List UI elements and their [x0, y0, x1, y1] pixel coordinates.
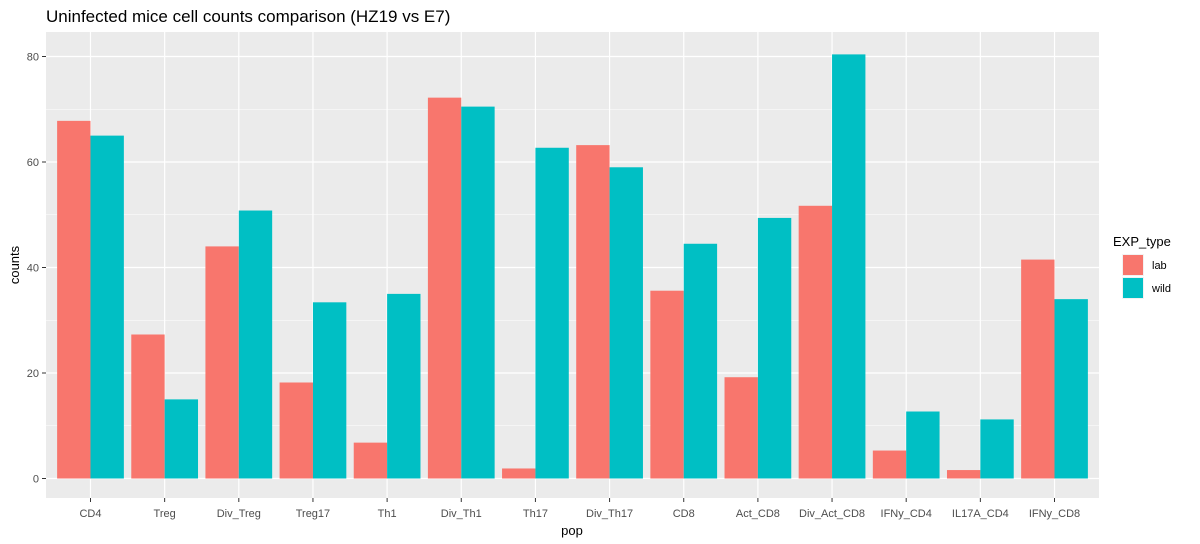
- bar-wild-Th1: [387, 293, 421, 479]
- x-tick-label: Treg17: [296, 508, 330, 520]
- x-tick-label: IFNy_CD4: [881, 508, 932, 520]
- x-axis-title: pop: [561, 523, 583, 538]
- x-axis: CD4 Treg Div_Treg Treg17 Th1 Div_Th1 Th17 Div_T…: [79, 498, 1080, 520]
- x-tick-label: Th17: [523, 508, 548, 520]
- y-tick-label: 60: [27, 157, 39, 169]
- y-tick-label: 80: [27, 52, 39, 64]
- legend-key-wild: [1123, 278, 1143, 298]
- x-tick-label: IL17A_CD4: [952, 508, 1009, 520]
- bar-lab-IL17A_CD4: [946, 470, 981, 479]
- bar-lab-CD4: [57, 120, 91, 479]
- bar-wild-Act_CD8: [757, 217, 792, 479]
- bar-lab-IFNy_CD4: [872, 450, 907, 479]
- bar-wild-Div_Treg: [238, 210, 273, 479]
- x-tick-label: Div_Treg: [217, 508, 261, 520]
- bar-wild-IL17A_CD4: [980, 419, 1014, 479]
- bar-wild-Treg: [164, 399, 199, 479]
- x-tick-label: Div_Act_CD8: [799, 508, 865, 520]
- legend-label-wild: wild: [1151, 283, 1171, 295]
- bar-lab-Act_CD8: [724, 377, 758, 479]
- bar-lab-Div_Treg: [205, 246, 239, 479]
- bar-lab-Treg: [131, 334, 165, 479]
- bar-wild-IFNy_CD8: [1054, 299, 1088, 479]
- legend: EXP_type lab wild: [1113, 234, 1171, 299]
- y-tick-label: 20: [27, 368, 39, 380]
- bar-lab-IFNy_CD8: [1021, 259, 1055, 479]
- x-tick-label: Th1: [378, 508, 397, 520]
- bar-lab-CD8: [650, 290, 684, 479]
- bar-lab-Div_Th17: [576, 145, 610, 479]
- bars: [57, 54, 1088, 479]
- bar-wild-Div_Th17: [609, 167, 643, 479]
- y-axis-title: counts: [7, 245, 22, 284]
- y-axis: 0 20 40 60 80: [27, 52, 46, 486]
- bar-wild-Div_Th1: [461, 106, 495, 479]
- x-tick-label: Act_CD8: [736, 508, 780, 520]
- bar-lab-Div_Act_CD8: [798, 205, 833, 479]
- legend-key-lab: [1123, 255, 1143, 275]
- bar-wild-CD4: [90, 135, 124, 479]
- bar-lab-Th17: [502, 468, 536, 479]
- x-tick-label: IFNy_CD8: [1029, 508, 1080, 520]
- bar-wild-Th17: [535, 147, 569, 479]
- legend-label-lab: lab: [1152, 260, 1167, 272]
- bar-wild-CD8: [683, 243, 718, 479]
- x-tick-label: Treg: [154, 508, 176, 520]
- x-tick-label: Div_Th1: [441, 508, 482, 520]
- bar-wild-Treg17: [312, 302, 347, 479]
- y-tick-label: 0: [33, 474, 39, 486]
- y-tick-label: 40: [27, 263, 39, 275]
- bar-lab-Th1: [353, 442, 388, 479]
- x-tick-label: CD4: [79, 508, 101, 520]
- x-tick-label: Div_Th17: [586, 508, 633, 520]
- bar-lab-Div_Th1: [427, 97, 462, 479]
- legend-title: EXP_type: [1113, 234, 1171, 249]
- bar-wild-IFNy_CD4: [906, 411, 940, 479]
- plot-panel: [46, 32, 1099, 498]
- bar-lab-Treg17: [279, 382, 313, 479]
- x-tick-label: CD8: [673, 508, 695, 520]
- chart-title: Uninfected mice cell counts comparison (…: [46, 7, 450, 26]
- bar-wild-Div_Act_CD8: [832, 54, 866, 479]
